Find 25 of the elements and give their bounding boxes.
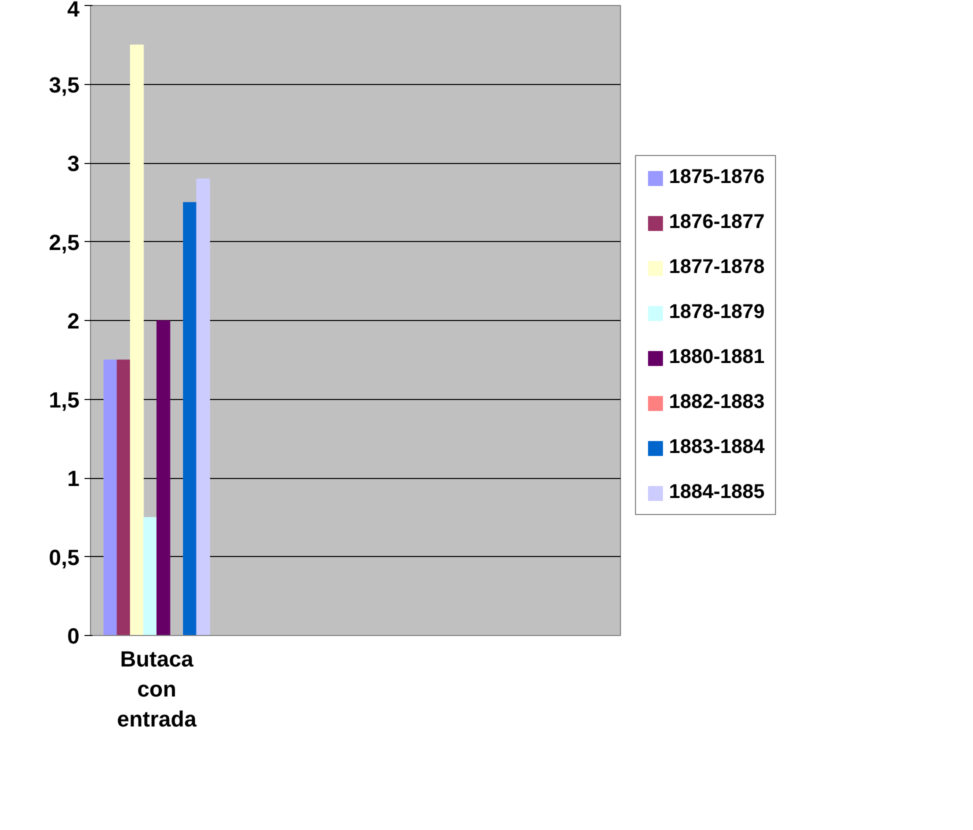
y-tick-label: 1 — [67, 466, 80, 491]
legend-label: 1877-1878 — [669, 256, 765, 279]
y-tick-label: 0 — [67, 624, 80, 648]
y-tick-label: 2,5 — [48, 230, 80, 255]
bar — [130, 44, 144, 636]
legend-label: 1876-1877 — [669, 211, 765, 234]
bar — [116, 360, 130, 636]
legend-label: 1882-1883 — [669, 391, 765, 414]
y-tick-label: 3 — [67, 151, 80, 176]
legend-label: 1884-1885 — [669, 481, 765, 504]
bar — [196, 178, 210, 636]
bar — [143, 517, 157, 636]
bar — [156, 320, 170, 636]
y-tick-label: 4 — [67, 0, 80, 22]
y-tick-label: 3,5 — [48, 72, 80, 98]
bar — [183, 202, 197, 636]
bar — [104, 360, 118, 636]
legend-label: 1880-1881 — [669, 346, 765, 369]
y-tick-label: 0,5 — [48, 544, 80, 570]
x-tick-label: Butaca con entrada — [117, 646, 198, 732]
legend-label: 1875-1876 — [669, 166, 765, 189]
y-tick-label: 2 — [67, 308, 80, 334]
legend-label: 1878-1879 — [669, 301, 765, 324]
y-tick-label: 1,5 — [48, 387, 80, 412]
legend-label: 1883-1884 — [669, 436, 765, 459]
